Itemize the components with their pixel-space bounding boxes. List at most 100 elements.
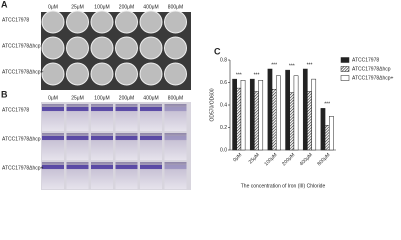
x-tick-label: 0μM (232, 152, 243, 163)
y-tick-label: 0.2 (220, 125, 227, 131)
well (90, 10, 114, 34)
row-label: ATCC17978Δhcp (2, 43, 41, 49)
well (115, 10, 138, 34)
well (66, 62, 89, 86)
biofilm-ring (66, 107, 89, 111)
significance: *** (289, 63, 295, 69)
legend-swatch (340, 66, 350, 72)
well (164, 36, 187, 60)
column-label: 200μM (119, 4, 134, 10)
column-label: 800μM (168, 95, 183, 101)
biofilm-ring (140, 107, 162, 111)
column-label: 25μM (71, 4, 84, 10)
significance: *** (324, 102, 330, 108)
biofilm-ring (115, 165, 138, 169)
bar (254, 91, 259, 151)
bar (293, 75, 299, 151)
significance: *** (254, 72, 260, 78)
legend-label: ATCC17978 (352, 57, 379, 63)
y-tick-label: 0.6 (220, 80, 227, 86)
panel-label: A (1, 0, 8, 9)
bar (267, 68, 273, 151)
y-axis-title: OD570/OD600 (209, 88, 215, 121)
row-label: ATCC17978Δhcp (2, 136, 41, 142)
bar (232, 78, 237, 151)
row-label: ATCC17978Δhcp+ (2, 69, 44, 75)
significance: *** (271, 62, 277, 68)
well (139, 62, 163, 86)
biofilm-ring (140, 165, 162, 169)
x-tick-label: 25μM (248, 152, 261, 165)
legend-label: ATCC17978Δhcp+ (352, 75, 394, 81)
x-tick-label: 200μM (281, 152, 296, 167)
bar (320, 108, 326, 151)
column-label: 400μM (143, 95, 158, 101)
biofilm-ring (42, 136, 64, 140)
bar (311, 78, 317, 151)
y-tick-label: 0.4 (220, 102, 227, 108)
biofilm-ring (115, 107, 138, 111)
column-label: 100μM (94, 4, 109, 10)
x-tick-label: 400μM (299, 152, 314, 167)
column-label: 800μM (168, 4, 183, 10)
figure: A 0μM 25μM 100μM 200μM 400μM 800μMATCC17978ATC… (1, 0, 394, 190)
well (139, 10, 163, 34)
well (115, 62, 138, 86)
biofilm-ring (140, 136, 162, 140)
bar (324, 125, 330, 151)
well (164, 10, 187, 34)
well (41, 62, 65, 86)
bar (307, 91, 312, 151)
row-label: ATCC17978 (2, 107, 29, 113)
column-label: 25μM (71, 95, 84, 101)
bar (302, 68, 308, 151)
well (41, 10, 65, 34)
bar (329, 116, 334, 151)
bar (285, 69, 290, 151)
significance: *** (307, 62, 313, 68)
column-label: 100μM (94, 95, 109, 101)
biofilm-ring (66, 136, 89, 140)
biofilm-ring (115, 136, 138, 140)
x-tick-label: 100μM (263, 152, 278, 167)
well (90, 62, 114, 86)
x-axis-title: The concentration of Iron (III) Chloride (241, 183, 326, 189)
y-tick-label: 0.0 (220, 147, 227, 153)
column-label: 0μM (48, 95, 58, 101)
bar (258, 80, 264, 151)
bar (240, 80, 246, 151)
row-label: ATCC17978Δhcp+ (2, 165, 44, 171)
panel-label: B (1, 89, 8, 99)
well (90, 36, 114, 60)
bar (271, 89, 277, 151)
biofilm-ring (164, 136, 187, 140)
biofilm-ring (164, 165, 187, 169)
biofilm-ring (164, 107, 187, 111)
biofilm-ring (91, 136, 113, 140)
legend-swatch (340, 57, 350, 63)
well (139, 36, 163, 60)
biofilm-ring (42, 165, 64, 169)
x-tick-label: 800μM (316, 152, 331, 167)
significance: *** (236, 72, 242, 78)
biofilm-ring (91, 165, 113, 169)
column-label: 200μM (119, 95, 134, 101)
bar (249, 78, 255, 151)
column-label: 0μM (48, 4, 58, 10)
biofilm-ring (66, 165, 89, 169)
panel-label: C (214, 46, 221, 56)
bar (289, 92, 295, 151)
bar (276, 75, 281, 151)
column-label: 400μM (143, 4, 158, 10)
row-label: ATCC17978 (2, 17, 29, 23)
biofilm-ring (42, 107, 64, 111)
bar (236, 87, 242, 151)
well (66, 36, 89, 60)
legend-swatch (340, 75, 350, 81)
well (115, 36, 138, 60)
legend-label: ATCC17978Δhcp (352, 66, 391, 72)
well (41, 36, 65, 60)
well (66, 10, 89, 34)
biofilm-ring (91, 107, 113, 111)
well (164, 62, 187, 86)
